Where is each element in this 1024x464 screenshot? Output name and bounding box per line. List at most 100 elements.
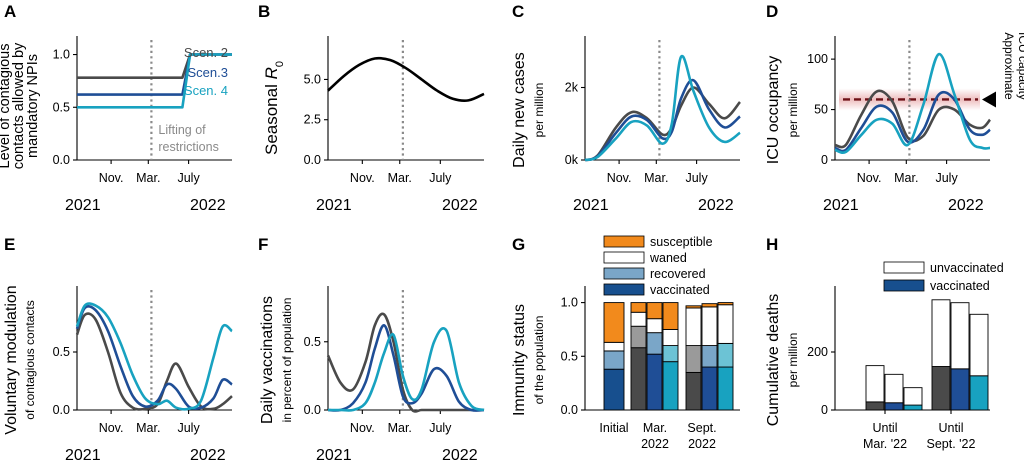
- panel-H: H 0 200 Cumulative deaths per million Until Ma…: [765, 235, 1004, 451]
- y-axis-label: Level of contagious: [0, 44, 13, 169]
- bar-susceptible: [701, 303, 718, 308]
- bar-susceptible: [630, 302, 647, 313]
- y-tick-label: 0k: [565, 153, 579, 167]
- legend-scen-2: Scen. 2: [184, 45, 228, 60]
- group-label: 2022: [641, 437, 669, 451]
- panel-label-C: C: [512, 2, 524, 21]
- y-tick-label: 0.0: [53, 153, 70, 167]
- y-tick-label: 0.5: [561, 349, 578, 363]
- series-line-scen-2: [326, 312, 484, 413]
- series-line-scen-3: [327, 324, 485, 412]
- bar-vaccinated: [969, 375, 989, 411]
- y-axis-label: Voluntary modulation: [3, 285, 20, 434]
- y-axis-sublabel: per million: [786, 83, 800, 138]
- x-tick-label: Mar.: [136, 171, 160, 185]
- bar-unvaccinated: [865, 365, 885, 403]
- bar-waned: [630, 311, 647, 327]
- x-tick-label: Nov.: [99, 171, 124, 185]
- bar-recovered: [646, 332, 663, 355]
- y-axis-sublabel: of contagious contacts: [23, 300, 37, 419]
- y-axis-sublabel: in percent of population: [280, 298, 294, 423]
- y-tick-label: 5.0: [304, 72, 321, 86]
- series-line-scen-4: [584, 54, 741, 162]
- bar-vaccinated: [630, 347, 647, 411]
- x-tick-label: July: [429, 171, 452, 185]
- series-line-scen-4: [834, 52, 991, 155]
- bar-unvaccinated: [950, 302, 970, 370]
- panel-D: D 0 50 100 Nov. Mar. July 2021 2022 ICU occupancy…: [765, 2, 1024, 214]
- year-label: 2022: [442, 197, 478, 214]
- x-tick-label: Nov.: [607, 171, 632, 185]
- bar-vaccinated: [884, 402, 904, 411]
- bar-vaccinated: [646, 353, 663, 411]
- series-line-scen-4: [328, 326, 485, 412]
- y-tick-label: 100: [807, 52, 828, 66]
- legend-label-recovered: recovered: [650, 267, 706, 281]
- bar-waned: [701, 306, 718, 347]
- bar-recovered: [603, 350, 625, 370]
- y-axis-label: Immunity status: [511, 304, 528, 416]
- annotation-restrictions: restrictions: [158, 140, 218, 154]
- legend: unvaccinated vaccinated: [883, 261, 1004, 293]
- legend-scen-3: Scen.3: [188, 65, 228, 80]
- panel-label-D: D: [766, 2, 778, 21]
- x-tick-label: Mar.: [894, 171, 918, 185]
- group-label: Mar. '22: [863, 437, 907, 451]
- bar-vaccinated: [603, 368, 625, 411]
- icu-capacity-marker-icon: [982, 91, 996, 108]
- y-tick-label: 0.0: [561, 403, 578, 417]
- year-label: 2021: [823, 197, 859, 214]
- year-label: 2022: [442, 447, 478, 464]
- group-label: Until: [872, 421, 897, 435]
- y-axis-sublabel: per million: [532, 83, 546, 138]
- panel-E: E 0.0 0.5 Nov. Mar. July 2021 2022 Voluntary mod…: [3, 235, 233, 464]
- x-tick-label: July: [935, 171, 958, 185]
- y-tick-label: 0.5: [304, 335, 321, 349]
- y-axis-label: ICU occupancy: [765, 56, 782, 165]
- x-tick-label: July: [429, 421, 452, 435]
- legend-label-unvaccinated: unvaccinated: [930, 261, 1004, 275]
- year-label: 2021: [65, 197, 101, 214]
- legend-swatch-susceptible: [603, 235, 645, 248]
- panel-B: B 0.0 2.5 5.0 Nov. Mar. July 2021 2022 Seasonal R…: [258, 2, 485, 214]
- group-label: Sept.: [687, 421, 716, 435]
- y-tick-label: 200: [807, 345, 828, 359]
- bar-vaccinated: [903, 404, 923, 411]
- y-tick-label: 50: [814, 103, 828, 117]
- bar-vaccinated: [662, 361, 679, 411]
- bar-recovered: [685, 345, 702, 373]
- panel-label-B: B: [258, 2, 270, 21]
- legend-swatch-waned: [603, 251, 645, 264]
- year-label: 2021: [316, 197, 352, 214]
- group-label: 2022: [688, 437, 716, 451]
- y-axis-label: Seasonal R0: [262, 61, 286, 155]
- icu-capacity-label: ICU capacity: [1016, 32, 1024, 100]
- panel-A: A 0.0 0.5 1.0 Nov. Mar. July 2021 2022 Level of c…: [0, 2, 232, 214]
- legend-scen-4: Scen. 4: [184, 83, 228, 98]
- bar-waned: [603, 341, 625, 352]
- x-tick-label: July: [177, 171, 200, 185]
- panel-label-A: A: [4, 2, 16, 21]
- bar-vaccinated: [717, 366, 734, 411]
- bar-recovered: [630, 325, 647, 349]
- x-tick-label: July: [685, 171, 708, 185]
- annotation-lifting: Lifting of: [158, 123, 206, 137]
- bar-susceptible: [646, 302, 663, 320]
- bar-unvaccinated: [903, 387, 923, 406]
- series-line-scen-2: [584, 86, 741, 162]
- bar-vaccinated: [865, 401, 885, 411]
- legend-label-vaccinated: vaccinated: [650, 283, 710, 297]
- bar-waned: [685, 307, 702, 347]
- icu-capacity-label: Approximate: [1002, 32, 1016, 100]
- group-label: Until: [938, 421, 963, 435]
- series-line-scen-3: [75, 304, 233, 411]
- panel-label-H: H: [766, 235, 778, 254]
- legend-label-waned: waned: [649, 251, 687, 265]
- series-line-scen-4: [77, 53, 232, 109]
- year-label: 2022: [190, 197, 226, 214]
- y-axis-label: Daily new cases: [511, 52, 528, 168]
- legend-label-susceptible: susceptible: [650, 235, 713, 249]
- panel-label-G: G: [512, 235, 525, 254]
- bar-vaccinated: [685, 371, 702, 411]
- year-label: 2021: [65, 447, 101, 464]
